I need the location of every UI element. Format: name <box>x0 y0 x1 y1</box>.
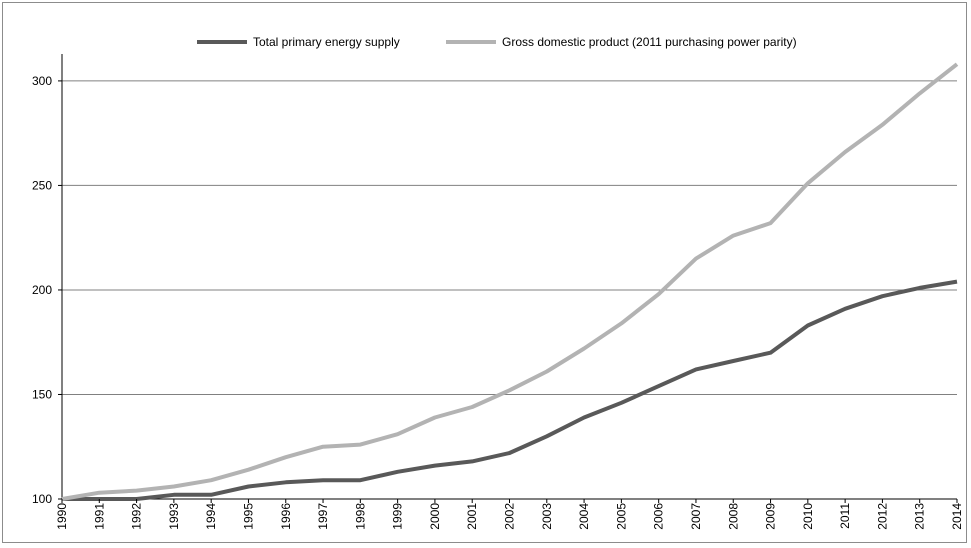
y-tick-label-100: 100 <box>32 492 52 506</box>
x-tick-label-2003: 2003 <box>540 503 554 530</box>
x-tick-label-2005: 2005 <box>614 503 628 530</box>
y-tick-label-150: 150 <box>32 387 52 401</box>
x-tick-label-2012: 2012 <box>875 503 889 530</box>
x-tick-label-2010: 2010 <box>801 503 815 530</box>
series-lines <box>61 62 959 501</box>
x-tick-label-1992: 1992 <box>130 503 144 530</box>
legend: Total primary energy supply Gross domesti… <box>197 35 797 49</box>
y-axis-ticks: 100 150 200 250 300 <box>32 74 62 506</box>
x-tick-label-2006: 2006 <box>652 503 666 530</box>
x-tick-label-2014: 2014 <box>950 503 964 530</box>
x-tick-label-2001: 2001 <box>465 503 479 530</box>
x-tick-label-2008: 2008 <box>726 503 740 530</box>
x-tick-label-2013: 2013 <box>913 503 927 530</box>
y-tick-label-250: 250 <box>32 178 52 192</box>
x-tick-label-1996: 1996 <box>279 503 293 530</box>
gridlines <box>62 80 957 395</box>
x-tick-label-1993: 1993 <box>167 503 181 530</box>
x-tick-label-1990: 1990 <box>55 503 69 530</box>
x-tick-label-2009: 2009 <box>764 503 778 530</box>
x-tick-label-2002: 2002 <box>503 503 517 530</box>
x-tick-label-1991: 1991 <box>92 503 106 530</box>
x-tick-label-1999: 1999 <box>391 503 405 530</box>
x-tick-label-1998: 1998 <box>353 503 367 530</box>
legend-label-energy-supply: Total primary energy supply <box>253 35 400 49</box>
series-line-energy-supply <box>62 279 958 501</box>
x-tick-label-1995: 1995 <box>241 503 255 530</box>
x-tick-label-1997: 1997 <box>316 503 330 530</box>
x-tick-label-2004: 2004 <box>577 503 591 530</box>
y-tick-label-200: 200 <box>32 283 52 297</box>
axes <box>61 54 957 500</box>
x-tick-label-2000: 2000 <box>428 503 442 530</box>
x-tick-label-2007: 2007 <box>689 503 703 530</box>
x-tick-label-2011: 2011 <box>838 503 852 529</box>
series-line-gdp <box>61 62 959 501</box>
y-tick-label-300: 300 <box>32 74 52 88</box>
x-tick-label-1994: 1994 <box>204 503 218 530</box>
x-axis-ticks: 1990 1991 1992 1993 1994 1995 1996 1997 1998 1999… <box>55 499 964 530</box>
legend-label-gdp: Gross domestic product (2011 purchasing … <box>502 35 797 49</box>
